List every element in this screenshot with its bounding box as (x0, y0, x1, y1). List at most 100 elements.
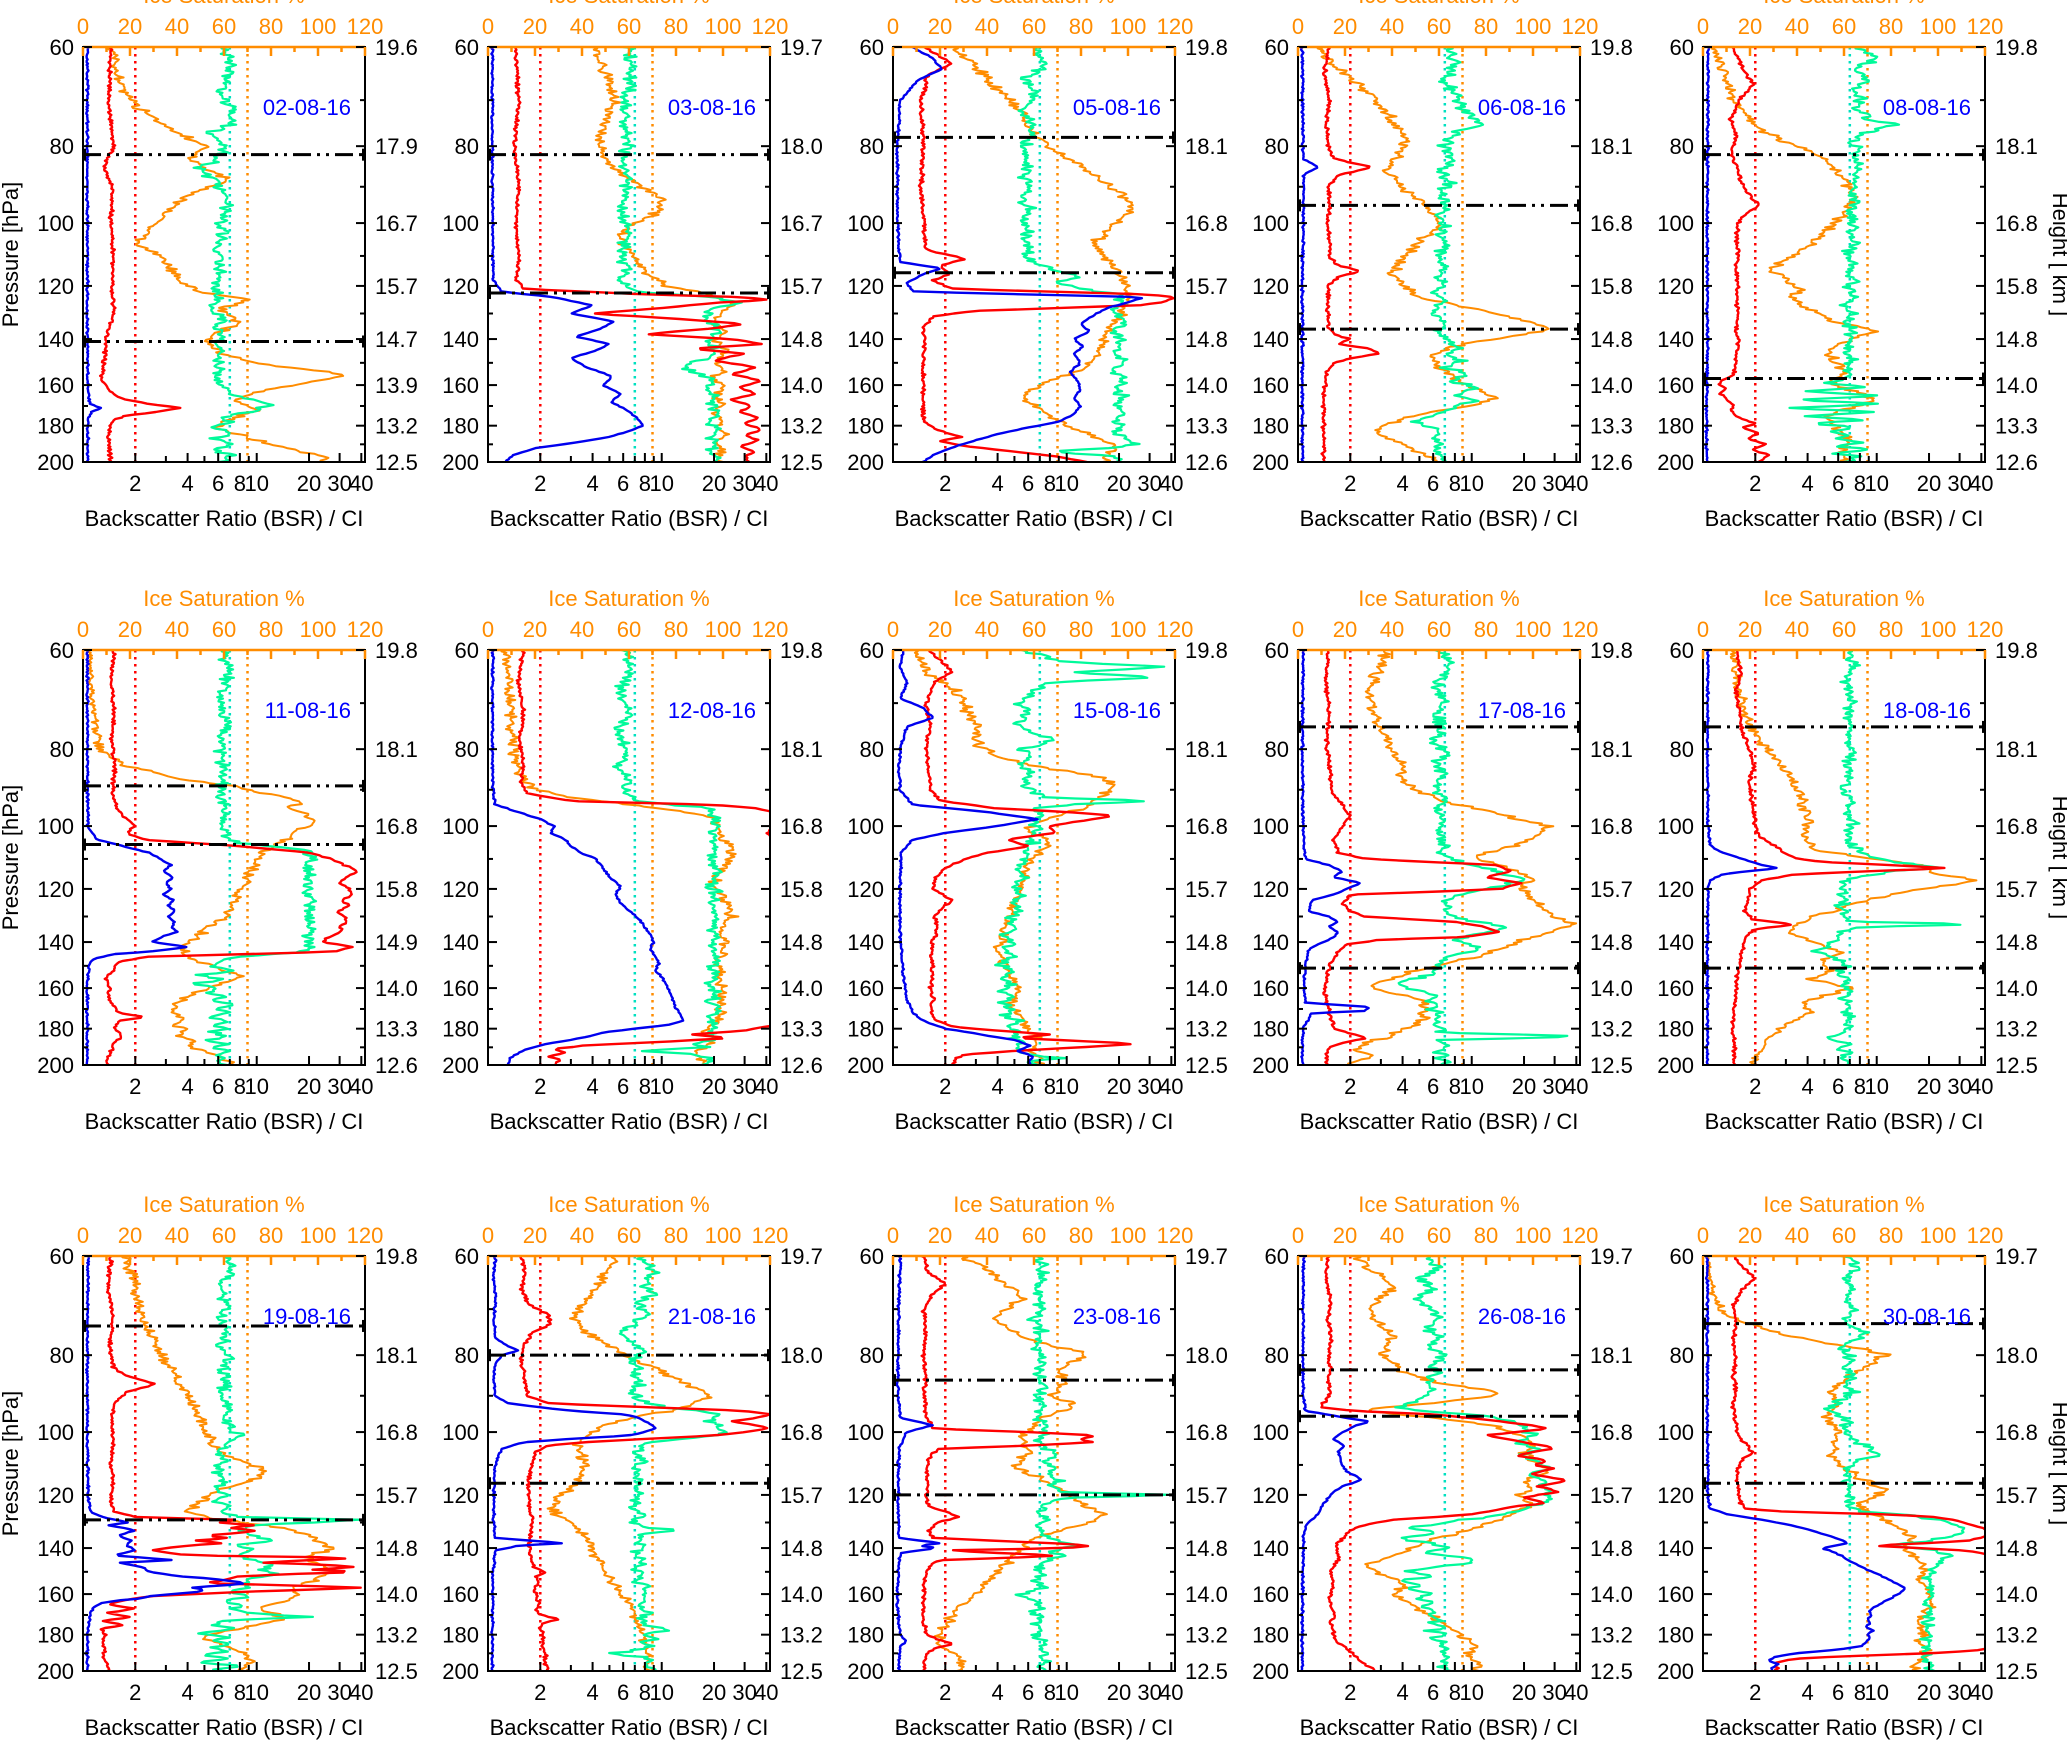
pressure-tick-label: 160 (847, 373, 884, 398)
axis-ticks (1701, 649, 1987, 1066)
bsr-tick-label: 40 (1564, 471, 1588, 496)
ice-sat-tick-label: 120 (1157, 14, 1194, 39)
bsr-tick-label: 30 (1947, 471, 1971, 496)
bsr-axis-title: Backscatter Ratio (BSR) / CI (490, 1109, 769, 1134)
bsr-blue-curve (1299, 47, 1319, 462)
pressure-tick-label: 80 (1265, 737, 1289, 762)
ice-saturation-axis-title: Ice Saturation % (143, 0, 304, 8)
ice-sat-tick-label: 60 (1022, 1223, 1046, 1248)
pressure-tick-label: 180 (1657, 414, 1694, 439)
ice-saturation-curve (1705, 1256, 1937, 1671)
height-tick-label: 14.8 (375, 1536, 418, 1561)
height-tick-label: 16.8 (1995, 1420, 2038, 1445)
height-tick-label: 19.7 (1185, 1244, 1228, 1269)
pressure-tick-label: 120 (1252, 1483, 1289, 1508)
height-tick-label: 15.8 (1995, 274, 2038, 299)
bsr-tick-label: 40 (754, 471, 778, 496)
bsr-tick-label: 10 (649, 1680, 673, 1705)
height-tick-label: 19.6 (375, 35, 418, 60)
bsr-tick-label: 2 (129, 1680, 141, 1705)
pressure-tick-label: 80 (1670, 134, 1694, 159)
bsr-tick-label: 6 (1427, 471, 1439, 496)
pressure-tick-label: 180 (37, 1017, 74, 1042)
bsr-tick-label: 40 (1969, 471, 1993, 496)
bsr-tick-label: 6 (1832, 471, 1844, 496)
bsr-tick-label: 2 (1344, 471, 1356, 496)
ice-sat-tick-label: 60 (1832, 14, 1856, 39)
height-tick-label: 16.7 (375, 211, 418, 236)
bsr-tick-label: 2 (939, 471, 951, 496)
ice-sat-tick-label: 20 (523, 14, 547, 39)
pressure-tick-label: 200 (1252, 450, 1289, 475)
height-tick-label: 13.3 (1995, 414, 2038, 439)
axis-ticks (81, 649, 367, 1066)
axis-ticks (891, 46, 1177, 463)
bsr-tick-label: 2 (1344, 1680, 1356, 1705)
bsr-tick-label: 10 (1054, 1680, 1078, 1705)
ice-saturation-axis-title: Ice Saturation % (548, 0, 709, 8)
bsr-tick-label: 30 (327, 1680, 351, 1705)
bsr-tick-label: 40 (349, 1680, 373, 1705)
pressure-tick-label: 120 (442, 274, 479, 299)
bsr-tick-label: 20 (1917, 1680, 1941, 1705)
bsr-blue-curve (1300, 650, 1370, 1065)
ci-curve (1810, 650, 1962, 1065)
bsr-tick-label: 4 (991, 471, 1003, 496)
ice-sat-tick-label: 20 (118, 617, 142, 642)
curves (1299, 1256, 1566, 1671)
bsr-tick-label: 4 (586, 471, 598, 496)
ice-sat-tick-label: 40 (570, 1223, 594, 1248)
pressure-tick-label: 60 (1265, 1244, 1289, 1269)
pressure-tick-label: 100 (1657, 814, 1694, 839)
pressure-tick-label: 60 (1670, 638, 1694, 663)
pressure-tick-label: 140 (37, 930, 74, 955)
pressure-tick-label: 60 (455, 638, 479, 663)
bsr-blue-curve (896, 650, 1039, 1065)
ice-sat-tick-label: 100 (705, 617, 742, 642)
bsr-axis-title: Backscatter Ratio (BSR) / CI (85, 1715, 364, 1740)
ice-sat-tick-label: 80 (1879, 617, 1903, 642)
pressure-tick-label: 140 (1252, 930, 1289, 955)
bsr-red-curve (1322, 650, 1523, 1065)
curves (490, 47, 768, 462)
height-tick-label: 16.8 (1185, 211, 1228, 236)
bsr-tick-label: 8 (1044, 471, 1056, 496)
bsr-blue-curve (490, 1256, 657, 1671)
bsr-tick-label: 40 (1564, 1680, 1588, 1705)
ci-curve (994, 650, 1166, 1065)
pressure-tick-label: 160 (37, 1582, 74, 1607)
pressure-tick-label: 140 (847, 327, 884, 352)
pressure-tick-label: 80 (860, 1343, 884, 1368)
height-tick-label: 14.8 (1185, 930, 1228, 955)
height-tick-label: 14.0 (1185, 1582, 1228, 1607)
bsr-blue-curve (85, 650, 188, 1065)
ice-sat-tick-label: 100 (1110, 1223, 1147, 1248)
ice-sat-tick-label: 40 (975, 617, 999, 642)
height-tick-label: 14.0 (1185, 976, 1228, 1001)
bsr-tick-label: 30 (732, 471, 756, 496)
pressure-tick-label: 140 (442, 327, 479, 352)
bsr-tick-label: 10 (244, 471, 268, 496)
height-tick-label: 12.5 (1995, 1659, 2038, 1684)
bsr-red-curve (515, 650, 770, 1065)
bsr-tick-label: 8 (1044, 1680, 1056, 1705)
curves (1300, 650, 1578, 1065)
height-tick-label: 12.5 (780, 450, 823, 475)
height-tick-label: 18.1 (375, 737, 418, 762)
height-tick-label: 19.7 (780, 35, 823, 60)
height-tick-label: 13.2 (1995, 1017, 2038, 1042)
pressure-tick-label: 120 (847, 877, 884, 902)
tropopause-line (83, 335, 365, 348)
bsr-tick-label: 10 (1459, 1680, 1483, 1705)
pressure-tick-label: 180 (1252, 1623, 1289, 1648)
ice-sat-tick-label: 100 (705, 14, 742, 39)
bsr-tick-label: 20 (1107, 1680, 1131, 1705)
bsr-tick-label: 40 (1564, 1074, 1588, 1099)
height-tick-label: 18.1 (375, 1343, 418, 1368)
bsr-axis-title: Backscatter Ratio (BSR) / CI (1705, 1715, 1984, 1740)
bsr-tick-label: 4 (991, 1074, 1003, 1099)
bsr-tick-label: 2 (1749, 471, 1761, 496)
tropopause-line (83, 1319, 365, 1332)
